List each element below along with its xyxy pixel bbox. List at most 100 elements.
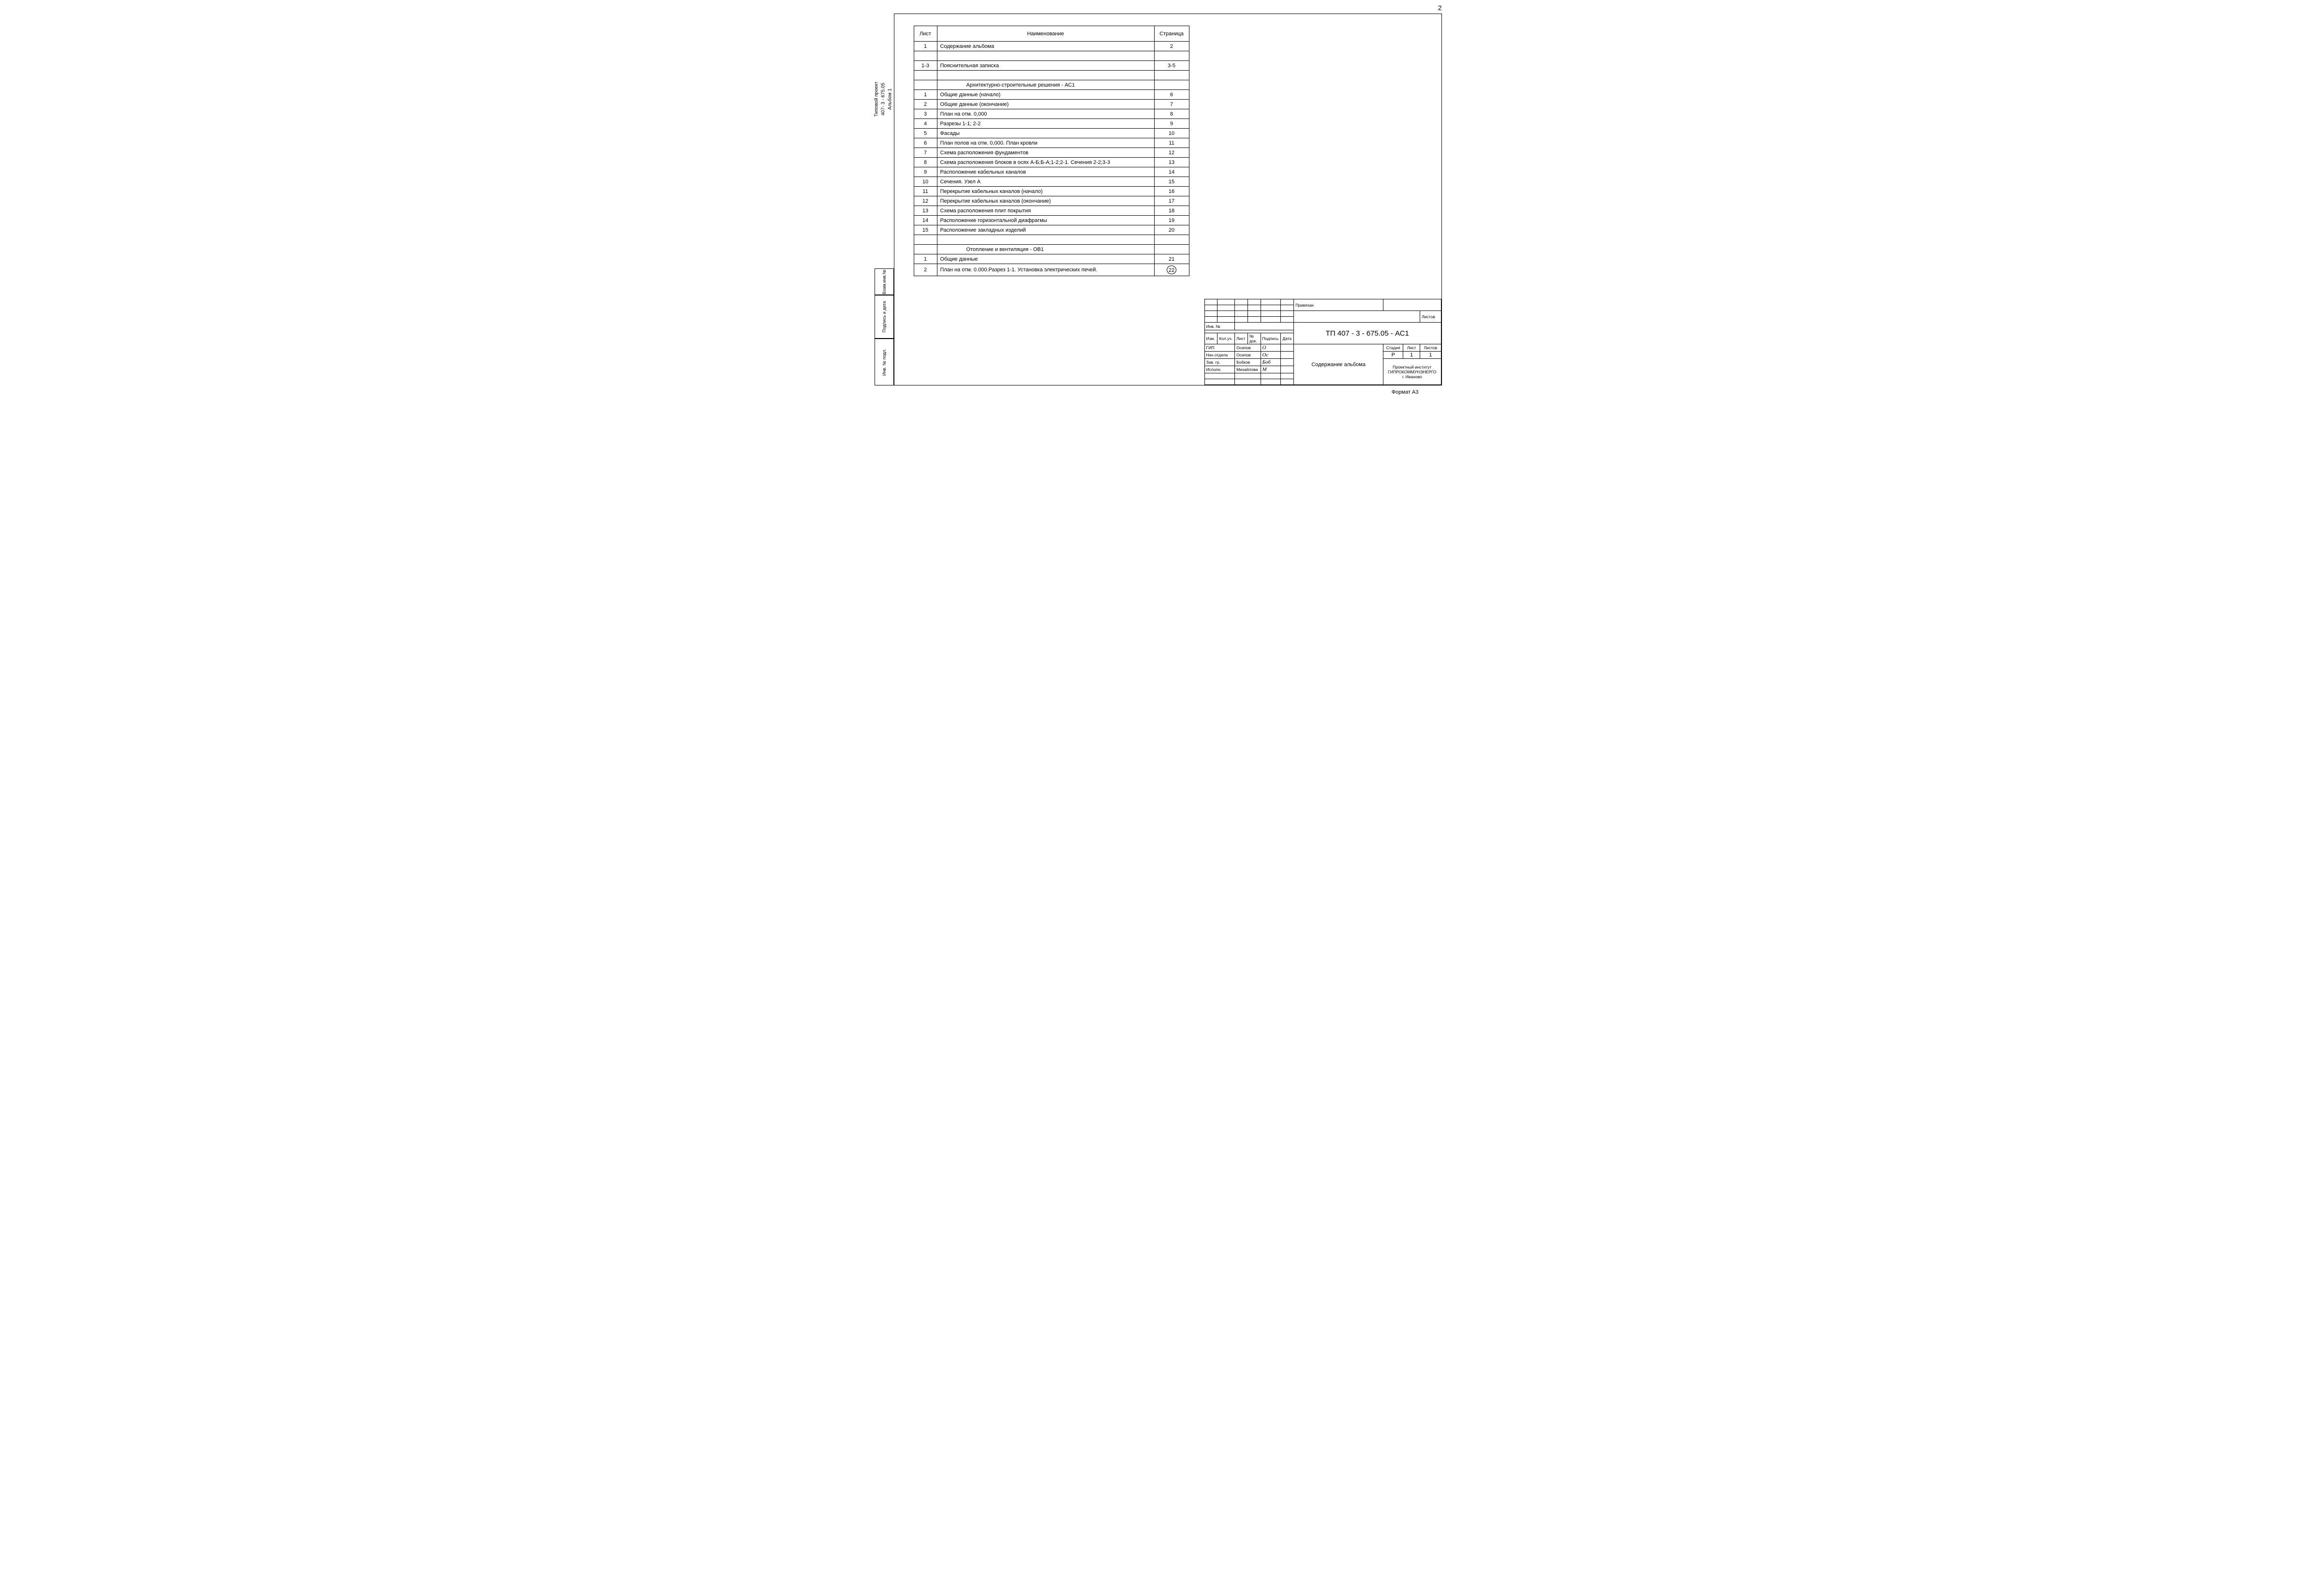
doc-code: ТП 407 - 3 - 675.05 - АС1	[1294, 323, 1441, 344]
toc-cell-name	[937, 51, 1154, 61]
toc-cell-name: Схема расположения фундаментов	[937, 148, 1154, 158]
rev-cell	[1217, 311, 1235, 317]
role-blank	[1235, 373, 1261, 379]
toc-cell-page: 17	[1154, 196, 1189, 206]
role-label: ГИП	[1204, 344, 1235, 352]
role-blank	[1261, 379, 1281, 385]
rev-cell	[1235, 305, 1248, 311]
rev-cell	[1281, 311, 1294, 317]
toc-cell-sheet	[914, 235, 937, 245]
toc-cell-page: 18	[1154, 206, 1189, 216]
toc-cell-page: 19	[1154, 216, 1189, 225]
rev-hdr-podpis: Подпись	[1261, 333, 1281, 344]
toc-cell-sheet: 5	[914, 129, 937, 138]
rev-cell	[1217, 305, 1235, 311]
toc-row: 1Общие данные21	[914, 254, 1189, 264]
sheets-hdr: Листов	[1420, 344, 1441, 352]
title-block: Привязан Листов Инв. №	[1204, 299, 1441, 385]
toc-header-row: Лист Наименование Страница	[914, 26, 1189, 42]
toc-cell-page: 10	[1154, 129, 1189, 138]
rev-cell	[1261, 299, 1281, 305]
toc-row: 10Сечения. Узел А15	[914, 177, 1189, 187]
toc-cell-name: Содержание альбома	[937, 42, 1154, 51]
sheet-val: 1	[1403, 352, 1420, 359]
toc-cell-sheet	[914, 51, 937, 61]
role-sig: М	[1261, 366, 1281, 373]
toc-row: 2План на отм. 0.000.Разрез 1-1. Установк…	[914, 264, 1189, 276]
toc-cell-name: Сечения. Узел А	[937, 177, 1154, 187]
toc-cell-name: Схема расположения плит покрытия	[937, 206, 1154, 216]
toc-row: 2Общие данные (окончание)7	[914, 100, 1189, 109]
toc-cell-name: Общие данные (окончание)	[937, 100, 1154, 109]
toc-cell-name: Общие данные	[937, 254, 1154, 264]
listov-top-label: Листов	[1420, 311, 1441, 323]
toc-row: 11Перекрытие кабельных каналов (начало)1…	[914, 187, 1189, 196]
toc-cell-page: 15	[1154, 177, 1189, 187]
rev-hdr-list: Лист	[1235, 333, 1248, 344]
toc-table: Лист Наименование Страница 1Содержание а…	[914, 26, 1189, 276]
toc-row: 12Перекрытие кабельных каналов (окончани…	[914, 196, 1189, 206]
role-name: Осипов	[1235, 352, 1261, 359]
toc-row: 1Содержание альбома2	[914, 42, 1189, 51]
toc-cell-page	[1154, 80, 1189, 90]
role-label: Нач.отдела	[1204, 352, 1235, 359]
toc-cell-name: Перекрытие кабельных каналов (начало)	[937, 187, 1154, 196]
role-date	[1281, 352, 1294, 359]
role-sig: О	[1261, 344, 1281, 352]
toc-cell-page: 21	[1154, 254, 1189, 264]
toc-row: 6План полов на отм. 0,000. План кровли11	[914, 138, 1189, 148]
rev-cell	[1261, 317, 1281, 323]
toc-row: 7Схема расположения фундаментов12	[914, 148, 1189, 158]
role-blank	[1281, 373, 1294, 379]
toc-cell-name: Общие данные (начало)	[937, 90, 1154, 100]
rev-cell	[1281, 299, 1294, 305]
rev-cell	[1247, 311, 1261, 317]
toc-cell-sheet: 12	[914, 196, 937, 206]
toc-cell-sheet: 2	[914, 100, 937, 109]
sheet-hdr: Лист	[1403, 344, 1420, 352]
org-line3: г. Иваново	[1385, 374, 1439, 379]
blank-cell	[1294, 311, 1420, 323]
toc-cell-sheet: 1-3	[914, 61, 937, 71]
sheets-val: 1	[1420, 352, 1441, 359]
toc-row: 4Разрезы 1-1; 2-29	[914, 119, 1189, 129]
toc-cell-page: 11	[1154, 138, 1189, 148]
toc-cell-sheet: 9	[914, 167, 937, 177]
toc-cell-name: Пояснительная записка	[937, 61, 1154, 71]
org-line1: Проектный институт	[1385, 365, 1439, 369]
rev-cell	[1217, 299, 1235, 305]
toc-cell-name: Архитектурно-строительные решения - АС1	[937, 80, 1154, 90]
circled-page: 22	[1167, 266, 1176, 274]
toc-cell-sheet: 15	[914, 225, 937, 235]
page-number: 2	[1438, 4, 1442, 12]
toc-row: 5Фасады10	[914, 129, 1189, 138]
toc-cell-sheet: 10	[914, 177, 937, 187]
role-date	[1281, 359, 1294, 366]
toc-row: 8Схема расположения блоков в осях А-Б;Б-…	[914, 158, 1189, 167]
toc-row: 15Расположение закладных изделий20	[914, 225, 1189, 235]
proj-line2: 407- 3 - 675.05	[880, 83, 886, 116]
toc-cell-sheet	[914, 245, 937, 254]
side-podpis-label: Подпись и дата	[882, 301, 887, 333]
toc-cell-name: Расположение закладных изделий	[937, 225, 1154, 235]
stage-hdr: Стадия	[1383, 344, 1403, 352]
rev-cell	[1235, 311, 1248, 317]
toc-cell-page	[1154, 71, 1189, 80]
side-vzam: Взам.инв.№	[875, 268, 894, 295]
toc-row: 13Схема расположения плит покрытия18	[914, 206, 1189, 216]
toc-cell-page: 12	[1154, 148, 1189, 158]
toc-row	[914, 51, 1189, 61]
toc-row: 14Расположение горизонтальной диафрагмы1…	[914, 216, 1189, 225]
toc-cell-name: Расположение горизонтальной диафрагмы	[937, 216, 1154, 225]
toc-cell-name: План полов на отм. 0,000. План кровли	[937, 138, 1154, 148]
rev-cell	[1247, 299, 1261, 305]
side-project-label: Типовой проект 407- 3 - 675.05 Альбом 1	[873, 63, 894, 135]
toc-cell-name: Расположение кабельных каналов	[937, 167, 1154, 177]
role-label: Зав. гр.	[1204, 359, 1235, 366]
toc-cell-page	[1154, 51, 1189, 61]
rev-cell	[1235, 299, 1248, 305]
toc-cell-page: 16	[1154, 187, 1189, 196]
toc-row	[914, 71, 1189, 80]
role-sig: Ос	[1261, 352, 1281, 359]
toc-cell-sheet: 13	[914, 206, 937, 216]
